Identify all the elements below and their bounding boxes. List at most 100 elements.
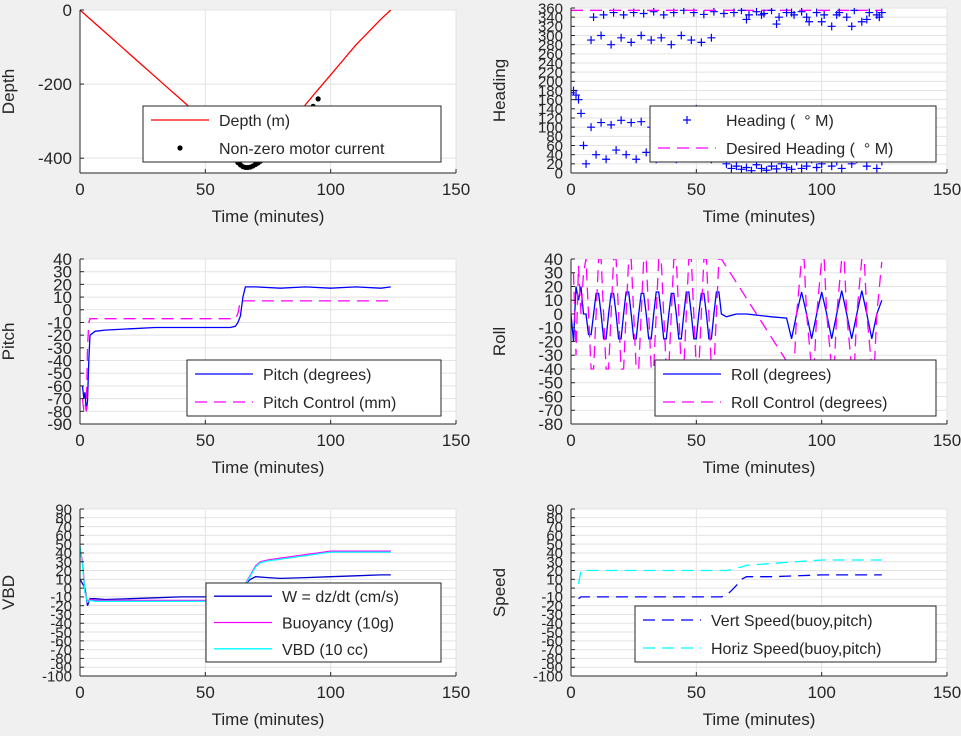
heading-point bbox=[797, 164, 806, 173]
heading-point bbox=[857, 17, 866, 26]
heading-point bbox=[842, 13, 851, 22]
heading-point bbox=[572, 91, 581, 100]
depth-xtick-label: 0 bbox=[75, 180, 84, 199]
vbd-legend-label: W = dz/dt (cm/s) bbox=[282, 589, 399, 606]
heading-point bbox=[647, 36, 656, 45]
heading-point bbox=[657, 33, 666, 42]
heading-point bbox=[775, 13, 784, 22]
vbd-ytick-label: -60 bbox=[50, 633, 72, 650]
heading-point bbox=[872, 164, 881, 173]
vbd-ytick-label: 50 bbox=[55, 536, 72, 553]
vbd-x-label: Time (minutes) bbox=[212, 710, 325, 729]
heading-ytick-label: 80 bbox=[546, 129, 563, 146]
heading-point bbox=[862, 15, 871, 24]
vbd-legend-label: VBD (10 cc) bbox=[282, 642, 368, 659]
heading-point bbox=[729, 8, 738, 17]
roll-series-line bbox=[571, 286, 883, 342]
speed-legend-label: Horiz Speed(buoy,pitch) bbox=[711, 641, 881, 658]
heading-xtick-label: 150 bbox=[933, 180, 961, 199]
roll-ytick-label: -40 bbox=[538, 360, 563, 379]
vbd-ytick-label: -10 bbox=[50, 589, 72, 606]
heading-point bbox=[592, 150, 601, 159]
heading-point bbox=[747, 166, 756, 173]
speed-ytick-label: 70 bbox=[546, 519, 563, 536]
depth-ytick-label: -200 bbox=[38, 75, 72, 94]
speed-ytick-label: -20 bbox=[541, 598, 563, 615]
pitch-ytick-label: -60 bbox=[47, 377, 72, 396]
heading-point bbox=[812, 8, 821, 17]
heading-point bbox=[757, 10, 766, 19]
heading-point bbox=[832, 10, 841, 19]
heading-point bbox=[687, 36, 696, 45]
heading-point bbox=[582, 159, 591, 168]
heading-legend-label: Heading ( ° M) bbox=[726, 113, 834, 130]
heading-point bbox=[742, 163, 751, 172]
vbd-ytick-label: 20 bbox=[55, 563, 72, 580]
roll-ytick-label: 40 bbox=[544, 250, 563, 269]
speed-x-label: Time (minutes) bbox=[703, 710, 816, 729]
roll-ytick-label: 0 bbox=[554, 305, 563, 324]
vbd-ytick-label: -80 bbox=[50, 651, 72, 668]
roll-ytick-label: -60 bbox=[538, 387, 563, 406]
heading-point bbox=[744, 10, 753, 19]
speed-xtick-label: 150 bbox=[933, 683, 961, 702]
pitch-ytick-label: 20 bbox=[53, 275, 72, 294]
vbd-ytick-label: 30 bbox=[55, 554, 72, 571]
heading-ytick-label: 280 bbox=[538, 37, 563, 54]
roll-ytick-label: -20 bbox=[538, 332, 563, 351]
heading-point bbox=[619, 10, 628, 19]
depth-legend-label: Depth (m) bbox=[219, 113, 290, 130]
heading-point bbox=[597, 31, 606, 40]
pitch-series-line bbox=[81, 300, 391, 412]
heading-legend-marker bbox=[683, 116, 691, 124]
heading-point bbox=[579, 141, 588, 150]
heading-point bbox=[782, 163, 791, 172]
pitch-ytick-label: -70 bbox=[47, 390, 72, 409]
heading-point bbox=[772, 164, 781, 173]
heading-ytick-label: 180 bbox=[538, 83, 563, 100]
heading-ytick-label: 60 bbox=[546, 138, 563, 155]
depth-legend-label: Non-zero motor current bbox=[219, 141, 385, 158]
pitch-series-group bbox=[81, 286, 391, 412]
pitch-ytick-label: -30 bbox=[47, 339, 72, 358]
heading-point bbox=[637, 117, 646, 126]
speed-ytick-label: -90 bbox=[541, 659, 563, 676]
heading-point bbox=[787, 8, 796, 17]
heading-point bbox=[617, 116, 626, 125]
depth-y-label: Depth bbox=[0, 69, 18, 114]
depth-xtick-label: 150 bbox=[442, 180, 470, 199]
pitch-xtick-label: 150 bbox=[442, 431, 470, 450]
vbd-ytick-label: 80 bbox=[55, 510, 72, 527]
heading-point bbox=[732, 162, 741, 171]
heading-ytick-label: 300 bbox=[538, 28, 563, 45]
speed-ytick-label: -70 bbox=[541, 642, 563, 659]
pitch-ytick-label: -90 bbox=[47, 415, 72, 434]
heading-point bbox=[602, 155, 611, 164]
pitch-series-line bbox=[81, 286, 391, 412]
roll-ytick-label: 10 bbox=[544, 291, 563, 310]
heading-point bbox=[862, 162, 871, 171]
speed-chart: 0 50 100 1509080706050403020100-10-20-30-40… bbox=[490, 501, 961, 729]
heading-ytick-label: 140 bbox=[538, 101, 563, 118]
speed-ytick-label: -40 bbox=[541, 616, 563, 633]
heading-point bbox=[820, 10, 829, 19]
heading-ytick-label: 340 bbox=[538, 9, 563, 26]
heading-point bbox=[767, 8, 776, 15]
speed-ytick-label: 90 bbox=[546, 501, 563, 518]
pitch-ytick-label: -50 bbox=[47, 364, 72, 383]
roll-ytick-label: 20 bbox=[544, 277, 563, 296]
pitch-ytick-label: 40 bbox=[53, 250, 72, 269]
roll-xtick-label: 100 bbox=[807, 431, 835, 450]
pitch-ytick-label: -80 bbox=[47, 402, 72, 421]
heading-point bbox=[847, 22, 856, 31]
heading-ytick-label: 0 bbox=[555, 165, 563, 182]
heading-ytick-label: 360 bbox=[538, 0, 563, 17]
vbd-ytick-label: -90 bbox=[50, 659, 72, 676]
roll-ytick-label: -50 bbox=[538, 374, 563, 393]
pitch-chart: 0 50 100 150403020100-10-20-30-40-50-60-70-… bbox=[0, 250, 470, 477]
heading-ytick-label: 40 bbox=[546, 147, 563, 164]
depth-legend: Depth (m) Non-zero motor current bbox=[142, 105, 442, 163]
pitch-ytick-label: 10 bbox=[53, 288, 72, 307]
roll-y-label: Roll bbox=[490, 327, 509, 356]
